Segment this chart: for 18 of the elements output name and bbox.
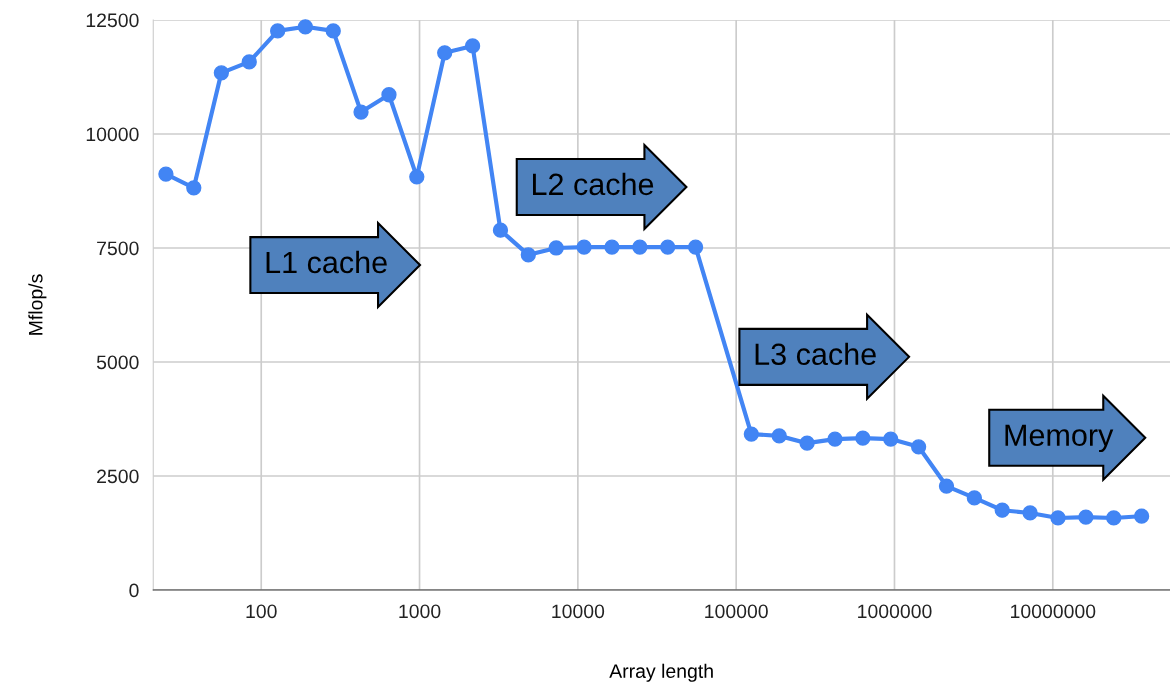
y-tick-label: 7500 bbox=[97, 241, 139, 256]
x-tick-label: 1000000 bbox=[858, 604, 932, 619]
x-tick-label: 100000 bbox=[705, 604, 768, 619]
x-tick-label: 10000 bbox=[552, 604, 605, 619]
annotation: Memory bbox=[1005, 424, 1114, 453]
y-tick-label: 12500 bbox=[86, 13, 139, 28]
x-tick-label: 1000 bbox=[399, 604, 441, 619]
y-tick-label: 2500 bbox=[97, 469, 139, 484]
x-tick-label: 10000000 bbox=[1011, 604, 1096, 619]
x-axis-title: Array length bbox=[609, 663, 713, 682]
x-tick-label: 100 bbox=[246, 604, 277, 619]
y-tick-label: 5000 bbox=[96, 355, 139, 370]
y-tick-label: 0 bbox=[129, 583, 139, 598]
y-axis-title: Mflop/s bbox=[28, 274, 47, 335]
annotation: L1 cache bbox=[266, 250, 387, 274]
annotation: L3 cache bbox=[755, 342, 876, 366]
y-tick-label: 10000 bbox=[86, 127, 139, 142]
annotation: L2 cache bbox=[533, 172, 654, 196]
